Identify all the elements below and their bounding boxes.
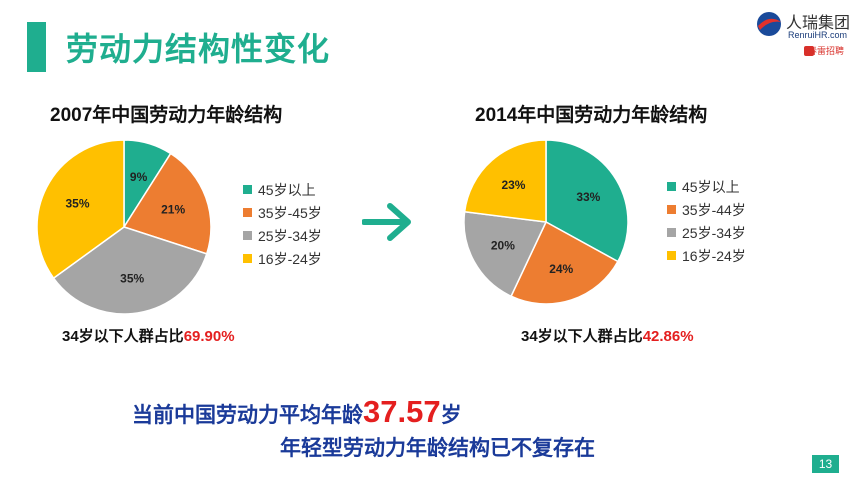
logo-url: RenruiHR.com — [788, 30, 848, 40]
pie-slice-label: 9% — [130, 170, 148, 184]
chart-2014-legend: 45岁以上 35岁-44岁 25岁-34岁 16岁-24岁 — [667, 175, 746, 267]
chart-2007-title: 2007年中国劳动力年龄结构 — [50, 105, 283, 126]
summary-label: 34岁以下人群占比 — [62, 328, 184, 345]
conclusion-line-2: 年轻型劳动力年龄结构已不复存在 — [280, 437, 595, 460]
legend-swatch — [667, 251, 676, 260]
pie-slice-label: 35% — [120, 272, 144, 286]
logo-subbrand: 春雷招聘 — [808, 46, 845, 56]
legend-item: 25岁-34岁 — [667, 221, 746, 244]
pie-slice — [463, 139, 547, 223]
pie-slice-label: 21% — [161, 202, 185, 216]
summary-value: 69.90% — [183, 328, 235, 345]
pie-slice — [122, 152, 212, 255]
legend-label: 45岁以上 — [258, 181, 316, 198]
legend-swatch — [243, 185, 252, 194]
legend-swatch — [243, 254, 252, 263]
legend-label: 45岁以上 — [682, 178, 740, 195]
legend-swatch — [667, 205, 676, 214]
legend-item: 35岁-44岁 — [667, 198, 746, 221]
logo-company-name: 人瑞集团 — [786, 15, 851, 32]
pie-slice — [36, 139, 125, 280]
legend-label: 25岁-34岁 — [258, 227, 322, 244]
pie-slice — [510, 220, 619, 305]
conclusion-suffix: 岁 — [440, 404, 462, 427]
chart-2014-summary: 34岁以下人群占比42.86% — [521, 325, 694, 346]
chart-2007-legend: 45岁以上 35岁-45岁 25岁-34岁 16岁-24岁 — [243, 178, 322, 270]
conclusion-prefix: 当前中国劳动力平均年龄 — [132, 404, 363, 427]
page-title: 劳动力结构性变化 — [66, 31, 331, 67]
legend-label: 35岁-45岁 — [258, 204, 322, 221]
pie-slice-label: 24% — [549, 262, 573, 276]
legend-item: 45岁以上 — [243, 178, 322, 201]
legend-label: 16岁-24岁 — [682, 247, 746, 264]
legend-swatch — [667, 228, 676, 237]
legend-item: 35岁-45岁 — [243, 201, 322, 224]
legend-swatch — [243, 231, 252, 240]
chart-2007-summary: 34岁以下人群占比69.90% — [62, 325, 235, 346]
chart-2007-pie: 9% 21% 35% 35% — [36, 139, 212, 315]
chart-2014-title: 2014年中国劳动力年龄结构 — [475, 105, 708, 126]
legend-label: 16岁-24岁 — [258, 250, 322, 267]
arrow-right-icon — [362, 203, 411, 241]
legend-label: 35岁-44岁 — [682, 201, 746, 218]
legend-item: 25岁-34岁 — [243, 224, 322, 247]
title-accent-bar — [27, 22, 46, 72]
legend-swatch — [243, 208, 252, 217]
legend-item: 16岁-24岁 — [667, 244, 746, 267]
legend-item: 45岁以上 — [667, 175, 746, 198]
pie-slice-label: 23% — [501, 178, 525, 192]
pie-slice-label: 33% — [576, 190, 600, 204]
pie-slice — [463, 210, 548, 298]
legend-swatch — [667, 182, 676, 191]
summary-value: 42.86% — [642, 328, 694, 345]
legend-item: 16岁-24岁 — [243, 247, 322, 270]
pie-slice — [545, 139, 629, 263]
chart-2014-pie: 33% 24% 20% 23% — [463, 139, 629, 305]
pie-slice-label: 35% — [65, 196, 89, 210]
company-logo — [757, 12, 814, 56]
pie-slice-label: 20% — [491, 239, 515, 253]
summary-label: 34岁以下人群占比 — [521, 328, 643, 345]
pie-slice — [52, 226, 208, 315]
average-age-value: 37.57 — [363, 394, 441, 429]
legend-label: 25岁-34岁 — [682, 224, 746, 241]
page-number: 13 — [812, 455, 839, 473]
conclusion-line-1: 当前中国劳动力平均年龄37.57岁 — [132, 394, 462, 430]
